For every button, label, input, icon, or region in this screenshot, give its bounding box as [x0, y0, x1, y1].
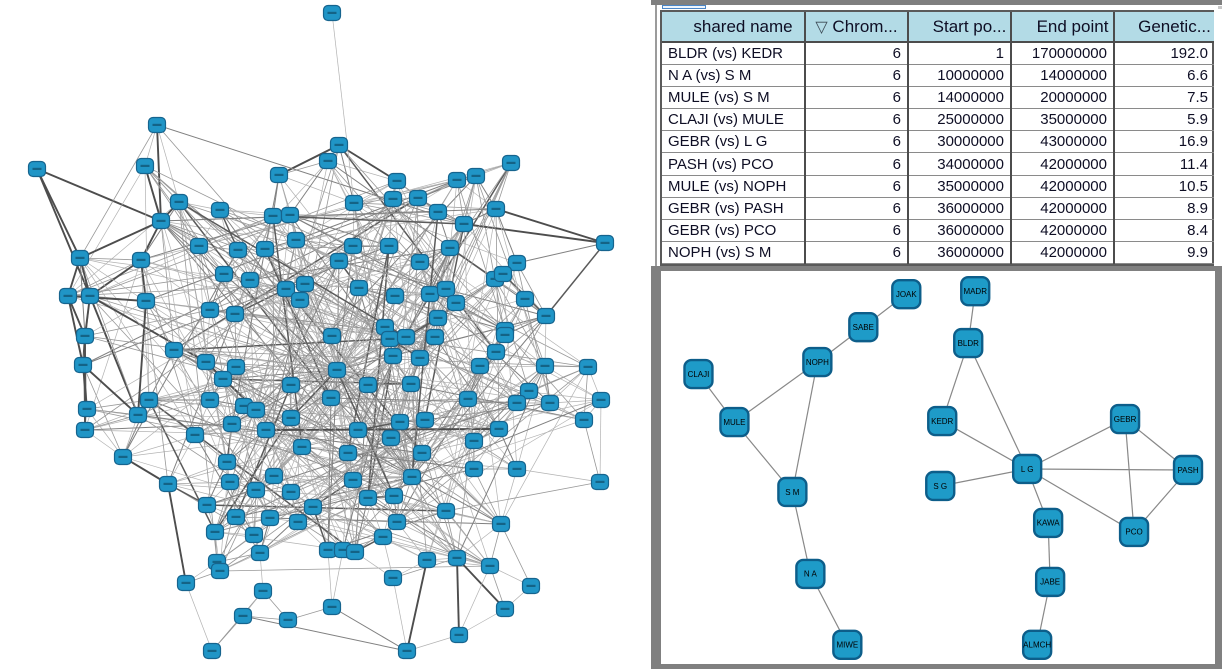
svg-text:ALMCH: ALMCH: [1023, 641, 1051, 650]
svg-text:MIWE: MIWE: [836, 641, 858, 650]
svg-text:SABE: SABE: [852, 323, 873, 332]
svg-text:PCO: PCO: [1125, 528, 1142, 537]
svg-text:S G: S G: [933, 482, 947, 491]
svg-text:GEBR: GEBR: [1113, 415, 1136, 424]
svg-text:L G: L G: [1020, 465, 1033, 474]
svg-text:JABE: JABE: [1040, 578, 1060, 587]
svg-text:MADR: MADR: [963, 287, 987, 296]
svg-text:JOAK: JOAK: [895, 290, 917, 299]
svg-text:S M: S M: [785, 488, 799, 497]
svg-text:CLAJI: CLAJI: [687, 370, 709, 379]
svg-text:KAWA: KAWA: [1036, 519, 1060, 528]
svg-text:NOPH: NOPH: [805, 358, 828, 367]
svg-text:KEDR: KEDR: [931, 417, 953, 426]
svg-text:N A: N A: [803, 570, 817, 579]
svg-text:MULE: MULE: [723, 418, 745, 427]
svg-text:BLDR: BLDR: [957, 339, 979, 348]
svg-text:PASH: PASH: [1177, 466, 1198, 475]
